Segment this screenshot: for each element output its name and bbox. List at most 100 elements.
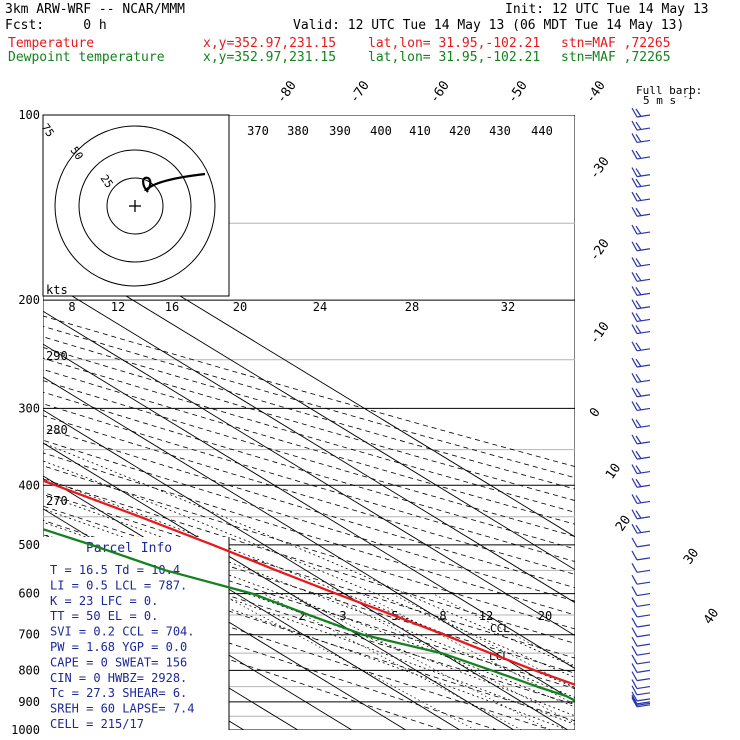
isotherm-label-right: -10 (587, 319, 613, 347)
dry-adiabat (43, 415, 575, 575)
wind-barb-flag (635, 313, 642, 322)
wind-barb-flag (635, 342, 642, 351)
mixing-ratio-label: 28 (405, 300, 419, 314)
wind-barb-flag (635, 225, 642, 234)
wind-barb-flag (631, 206, 638, 217)
parcel-info-panel: Parcel Info T = 16.5 Td = 10.4LI = 0.5 LC… (43, 537, 230, 731)
dry-adiabat (43, 439, 575, 602)
wind-barb-flag (635, 207, 642, 217)
wind-barb-flag (631, 191, 638, 202)
wind-barb (636, 139, 651, 144)
pressure-label-600: 600 (18, 587, 40, 601)
wind-barb (636, 348, 651, 352)
hodo-ring-25 (106, 177, 164, 235)
theta-label: 440 (531, 124, 553, 138)
wind-barb-flag (631, 286, 638, 296)
moist-adiabat (43, 493, 575, 698)
isotherm (43, 277, 575, 604)
wind-barb-flag (631, 537, 638, 548)
mixing-ratio-label: 32 (501, 300, 515, 314)
wind-barb (636, 569, 651, 573)
isotherm-label-top: -80 (274, 78, 300, 106)
temperature-xy: x,y=352.97,231.15 (203, 36, 337, 51)
wind-barb (636, 702, 651, 706)
wind-barb-flag (631, 696, 638, 706)
wind-barb-flag (631, 685, 638, 696)
wind-barb-flag (631, 120, 638, 131)
wind-barb-flag (635, 272, 642, 282)
wind-barb-flag (631, 464, 638, 474)
mixing-ratio-label: 12 (479, 609, 493, 623)
hodo-ring-50 (78, 149, 192, 263)
barb-legend-value: 5 m s (643, 94, 676, 107)
isotherm-label-right: 0 (587, 405, 604, 420)
wind-barb (636, 470, 651, 475)
wind-barb (636, 557, 651, 561)
wind-barb (636, 661, 651, 665)
wind-barb (636, 678, 651, 682)
isotherm (43, 475, 461, 730)
wind-barb (636, 581, 651, 585)
wind-barb-flag (631, 241, 638, 252)
wind-barb (636, 330, 651, 335)
wind-barb (636, 685, 651, 690)
mixing-ratio-line (432, 593, 575, 667)
theta-label: 380 (287, 124, 309, 138)
parcel-title: Parcel Info (86, 541, 172, 556)
mixing-ratio-label: 16 (165, 300, 179, 314)
wind-barb (636, 592, 651, 597)
isotherm-label-right: -30 (587, 154, 613, 182)
wind-barb (636, 213, 651, 217)
isotherm-label-top: -60 (427, 78, 453, 106)
pressure-label-100: 100 (18, 108, 40, 122)
wind-barb (636, 156, 651, 160)
dry-adiabat (43, 595, 443, 730)
wind-barb-flag (631, 449, 638, 460)
mixing-ratio-label: 3 (339, 609, 346, 623)
parcel-row: K = 23 LFC = 0. (50, 594, 158, 608)
mixing-ratio-label: 20 (538, 609, 552, 623)
wind-barb-flag (631, 149, 638, 160)
wind-barb-flag (635, 325, 642, 334)
model-title: 3km ARW-WRF -- NCAR/MMM (5, 2, 186, 17)
wind-barb-flag (631, 671, 638, 681)
forecast-hour: Fcst: 0 h (5, 18, 107, 33)
isotherm-label-right: 30 (681, 546, 702, 567)
moist-adiabat (43, 521, 575, 717)
parcel-row: T = 16.5 Td = 10.4 (50, 563, 180, 577)
wind-barb-flag (635, 388, 642, 397)
wind-barb-flag (631, 107, 638, 118)
wind-barb (636, 318, 651, 323)
wind-barb (636, 652, 651, 656)
mixing-ratio-line (391, 593, 575, 689)
wind-barb-flag (635, 121, 642, 130)
wind-barb-flag (635, 495, 642, 504)
wind-barb (636, 174, 651, 178)
isotherm (43, 376, 575, 702)
wind-barb (636, 278, 651, 282)
dewpoint-latlon: lat,lon= 31.95,-102.21 (368, 50, 541, 65)
theta-left-label: 280 (46, 423, 68, 437)
wind-barb-flag (631, 607, 638, 618)
wind-barb-flag (631, 654, 638, 665)
wind-barb-flag (635, 524, 642, 533)
isotherm-label-right: 40 (701, 606, 722, 627)
wind-barb (636, 500, 651, 505)
dry-adiabat (43, 315, 575, 467)
temperature-latlon: lat,lon= 31.95,-102.21 (368, 36, 541, 51)
dewpoint-station: stn=MAF ,72265 (561, 50, 671, 65)
parcel-row: SVI = 0.2 CCL = 704. (50, 625, 195, 639)
wind-barb (636, 263, 651, 268)
hodo-ring-75 (54, 125, 216, 287)
wind-barb (636, 441, 651, 445)
valid-time: Valid: 12 UTC Tue 14 May 13 (06 MDT Tue … (293, 18, 685, 33)
wind-barb-flag (631, 224, 638, 235)
parcel-panel-bg (43, 537, 229, 730)
pressure-label-200: 200 (18, 293, 40, 307)
pressure-label-800: 800 (18, 663, 40, 677)
dry-adiabat (43, 452, 575, 616)
theta-label: 410 (409, 124, 431, 138)
wind-barb (636, 127, 651, 131)
wind-barb-flag (635, 168, 642, 177)
